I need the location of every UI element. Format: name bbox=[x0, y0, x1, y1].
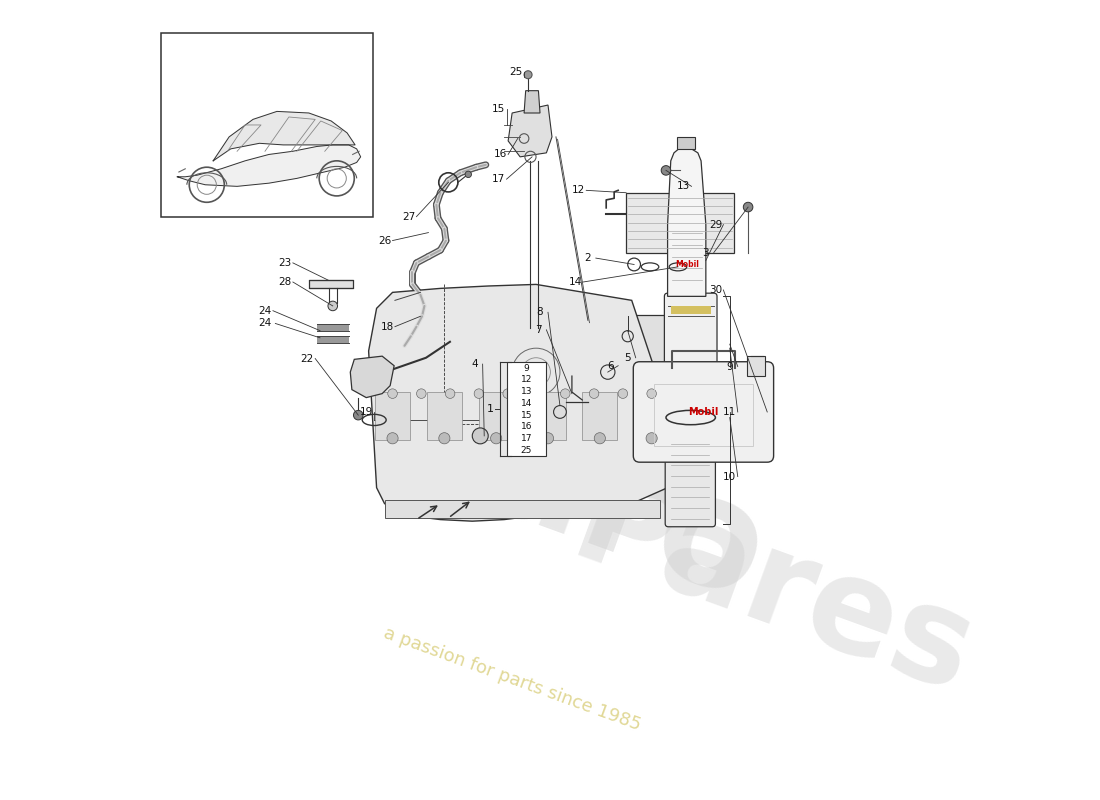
Circle shape bbox=[491, 433, 502, 444]
Text: 24: 24 bbox=[258, 306, 272, 316]
Bar bbox=[317, 324, 349, 330]
FancyBboxPatch shape bbox=[664, 293, 717, 403]
Bar bbox=[582, 392, 617, 440]
Text: 14: 14 bbox=[569, 277, 582, 287]
Text: 8: 8 bbox=[537, 307, 543, 318]
Bar bbox=[506, 362, 547, 456]
Text: 25: 25 bbox=[509, 66, 522, 77]
Bar bbox=[317, 336, 349, 342]
Circle shape bbox=[524, 70, 532, 78]
Text: 23: 23 bbox=[278, 258, 292, 268]
Bar bbox=[162, 34, 373, 217]
Text: 2: 2 bbox=[584, 253, 591, 263]
Bar bbox=[634, 392, 669, 440]
Text: euro: euro bbox=[364, 358, 784, 633]
Circle shape bbox=[328, 301, 338, 310]
Text: 7: 7 bbox=[535, 325, 541, 335]
Text: 15: 15 bbox=[520, 410, 532, 420]
Circle shape bbox=[531, 389, 541, 398]
Text: 13: 13 bbox=[520, 387, 532, 396]
Text: a passion for parts since 1985: a passion for parts since 1985 bbox=[381, 624, 642, 734]
Bar bbox=[385, 501, 660, 518]
Circle shape bbox=[474, 389, 484, 398]
Text: Mobil: Mobil bbox=[689, 407, 718, 417]
Text: 6: 6 bbox=[607, 361, 614, 370]
Circle shape bbox=[618, 389, 628, 398]
FancyBboxPatch shape bbox=[634, 362, 773, 462]
Text: 19: 19 bbox=[360, 407, 373, 417]
Text: 27: 27 bbox=[402, 212, 415, 222]
Circle shape bbox=[439, 433, 450, 444]
Text: 16: 16 bbox=[494, 150, 507, 159]
Circle shape bbox=[465, 171, 472, 178]
Polygon shape bbox=[213, 111, 355, 161]
Text: 16: 16 bbox=[520, 422, 532, 431]
Text: 15: 15 bbox=[492, 104, 505, 114]
FancyBboxPatch shape bbox=[483, 315, 680, 429]
Text: 3: 3 bbox=[703, 247, 710, 258]
Circle shape bbox=[594, 433, 605, 444]
FancyBboxPatch shape bbox=[666, 433, 715, 526]
Text: Mobil: Mobil bbox=[674, 260, 698, 269]
Text: 17: 17 bbox=[520, 434, 532, 443]
Text: 30: 30 bbox=[708, 285, 722, 295]
Text: 13: 13 bbox=[676, 182, 690, 191]
Polygon shape bbox=[508, 105, 552, 157]
Bar bbox=[747, 356, 764, 376]
Text: 26: 26 bbox=[378, 235, 392, 246]
Text: 4: 4 bbox=[471, 359, 478, 369]
Polygon shape bbox=[350, 356, 394, 398]
Bar bbox=[375, 392, 410, 440]
Text: 14: 14 bbox=[520, 399, 532, 408]
Circle shape bbox=[647, 389, 657, 398]
Circle shape bbox=[542, 433, 553, 444]
Circle shape bbox=[446, 389, 455, 398]
Circle shape bbox=[646, 433, 657, 444]
Circle shape bbox=[353, 410, 363, 420]
Text: 28: 28 bbox=[278, 277, 292, 287]
Text: 11: 11 bbox=[723, 407, 736, 417]
Text: Pares: Pares bbox=[556, 461, 990, 722]
Text: 9: 9 bbox=[726, 362, 733, 371]
Circle shape bbox=[388, 389, 397, 398]
Text: 9: 9 bbox=[524, 364, 529, 373]
Polygon shape bbox=[668, 149, 706, 296]
Text: 10: 10 bbox=[723, 471, 736, 482]
Bar bbox=[626, 193, 734, 253]
Polygon shape bbox=[177, 145, 361, 186]
Text: 22: 22 bbox=[300, 354, 313, 363]
Text: 29: 29 bbox=[708, 220, 722, 230]
Text: 18: 18 bbox=[381, 322, 394, 332]
Circle shape bbox=[417, 389, 426, 398]
Text: 24: 24 bbox=[258, 318, 272, 329]
Text: 25: 25 bbox=[520, 446, 532, 455]
Text: 12: 12 bbox=[520, 375, 532, 384]
Circle shape bbox=[561, 389, 570, 398]
Text: 1: 1 bbox=[487, 404, 494, 414]
Bar bbox=[478, 392, 514, 440]
Bar bbox=[309, 281, 353, 288]
Circle shape bbox=[387, 433, 398, 444]
Bar bbox=[678, 137, 695, 149]
Bar bbox=[530, 392, 565, 440]
Text: 17: 17 bbox=[492, 174, 505, 184]
Bar bbox=[671, 306, 711, 314]
Text: 5: 5 bbox=[625, 353, 631, 362]
Bar bbox=[427, 392, 462, 440]
Polygon shape bbox=[524, 90, 540, 113]
Bar bbox=[654, 384, 752, 446]
Polygon shape bbox=[368, 285, 680, 521]
Circle shape bbox=[590, 389, 598, 398]
Circle shape bbox=[472, 428, 488, 444]
Circle shape bbox=[744, 202, 752, 212]
Text: 12: 12 bbox=[572, 186, 585, 195]
Circle shape bbox=[503, 389, 513, 398]
Circle shape bbox=[661, 166, 671, 175]
